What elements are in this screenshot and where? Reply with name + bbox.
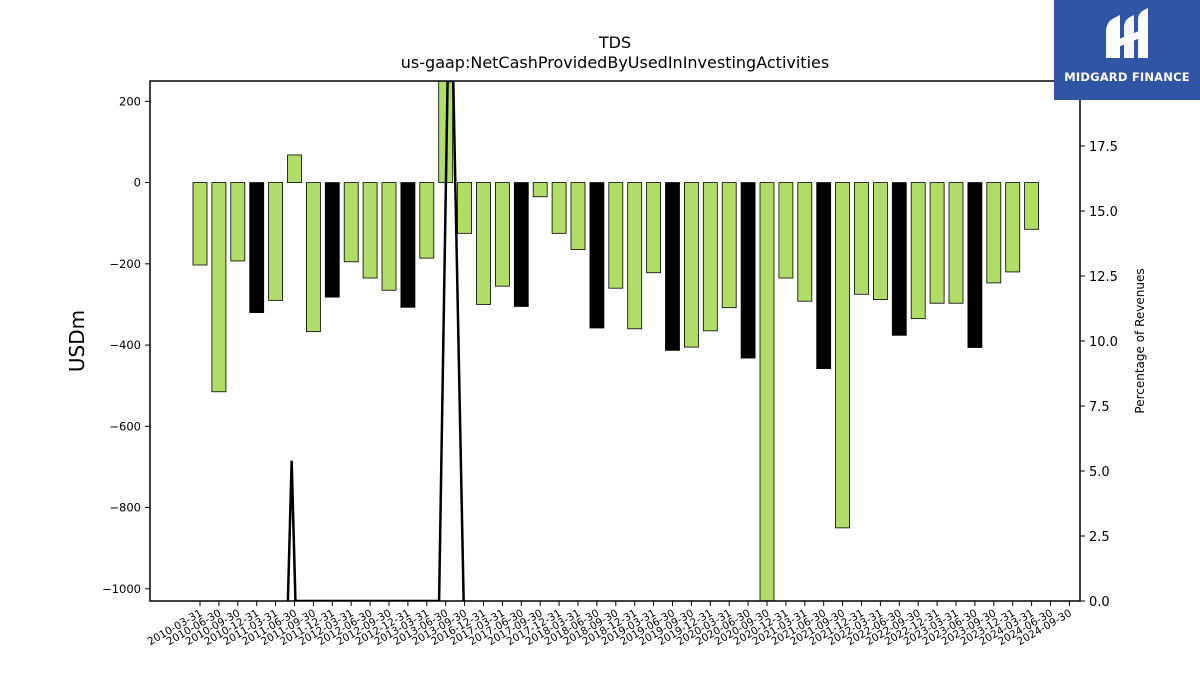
bar-2012-06-30 (362, 182, 378, 279)
bar-2013-09-30 (457, 182, 473, 234)
y-tick-label-0: 0 (134, 176, 141, 190)
bar-2016-12-31 (476, 182, 491, 305)
y2-tick-label-15: 15.0 (1089, 205, 1118, 220)
y2-tick-label-7.5: 7.5 (1089, 400, 1110, 415)
bar-2011-03-31 (268, 182, 284, 301)
y2-tick-label-17.5: 17.5 (1089, 140, 1118, 155)
bar-2020-03-31 (721, 182, 737, 309)
y2-tick-label-5: 5.0 (1089, 465, 1110, 480)
bar-2022-09-30 (910, 182, 926, 320)
bar-2022-03-31 (873, 182, 888, 300)
bar-2017-12-31 (551, 182, 567, 234)
bar-2019-03-31 (646, 182, 661, 274)
bar-2012-09-30 (381, 182, 397, 291)
bar-2017-06-30 (513, 182, 529, 307)
axes-layer: 200 0 −200 −400 −600 −800 −1000 0.0 2.5 5.0 7.5 10.… (102, 80, 1118, 648)
line-layer (286, 81, 465, 601)
y-axis-label: USDm (65, 310, 89, 372)
bar-2021-03-31 (797, 182, 813, 302)
y2-tick-label-2.5: 2.5 (1089, 530, 1110, 545)
bar-2019-09-30 (684, 182, 699, 348)
bar-2023-03-31 (948, 182, 964, 304)
bar-2017-09-30 (532, 182, 548, 198)
bar-2023-09-30 (986, 182, 1002, 284)
bar-2021-12-31 (854, 182, 869, 295)
bar-2022-06-30 (891, 182, 907, 336)
y2-tick-label-10: 10.0 (1089, 335, 1118, 350)
bar-2013-03-31 (419, 182, 435, 259)
y-tick-label--1000: −1000 (102, 582, 141, 596)
midgard-finance-logo: MIDGARD FINANCE (1054, 0, 1200, 100)
bar-2020-09-30 (759, 182, 775, 601)
bar-2020-12-31 (778, 182, 794, 279)
bar-2021-09-30 (835, 182, 850, 529)
bar-2011-06-30 (287, 154, 302, 183)
bar-2019-06-30 (665, 182, 680, 351)
y-tick-label--400: −400 (109, 338, 141, 352)
bar-2011-12-31 (324, 182, 340, 298)
logo-mark-icon (1106, 8, 1148, 58)
bars-layer (192, 81, 1039, 601)
bar-2012-03-31 (343, 182, 359, 263)
y2-tick-label-12.5: 12.5 (1089, 270, 1118, 285)
y2-axis-label: Percentage of Revenues (1133, 268, 1147, 413)
y2-tick-label-0: 0.0 (1089, 595, 1110, 610)
bar-2018-03-31 (570, 182, 586, 250)
bar-2022-12-31 (929, 182, 945, 304)
bar-2020-06-30 (740, 182, 756, 359)
bar-2010-03-31 (192, 182, 208, 266)
bar-2010-06-30 (211, 182, 227, 393)
logo-text: MIDGARD FINANCE (1064, 70, 1190, 84)
bar-2021-06-30 (816, 182, 832, 370)
bar-2024-03-31 (1024, 182, 1039, 230)
percentage-line (286, 81, 465, 601)
bar-2018-12-31 (627, 182, 643, 330)
bar-2018-06-30 (589, 182, 605, 329)
bar-2011-09-30 (305, 182, 321, 333)
y-tick-label--600: −600 (109, 419, 141, 433)
y-tick-label--200: −200 (109, 257, 141, 271)
bar-2023-12-31 (1005, 182, 1021, 273)
bar-2010-12-31 (249, 182, 265, 313)
bar-2012-12-31 (400, 182, 416, 308)
bar-2018-09-30 (608, 182, 624, 289)
bar-2019-12-31 (702, 182, 718, 332)
bar-2017-03-31 (494, 182, 510, 287)
y-tick-label--800: −800 (109, 501, 141, 515)
bar-2023-06-30 (967, 182, 983, 348)
chart-subtitle: us-gaap:NetCashProvidedByUsedInInvesting… (401, 53, 829, 72)
y-tick-label-200: 200 (119, 94, 141, 108)
bar-2010-09-30 (230, 182, 246, 262)
chart-title: TDS (598, 33, 631, 52)
